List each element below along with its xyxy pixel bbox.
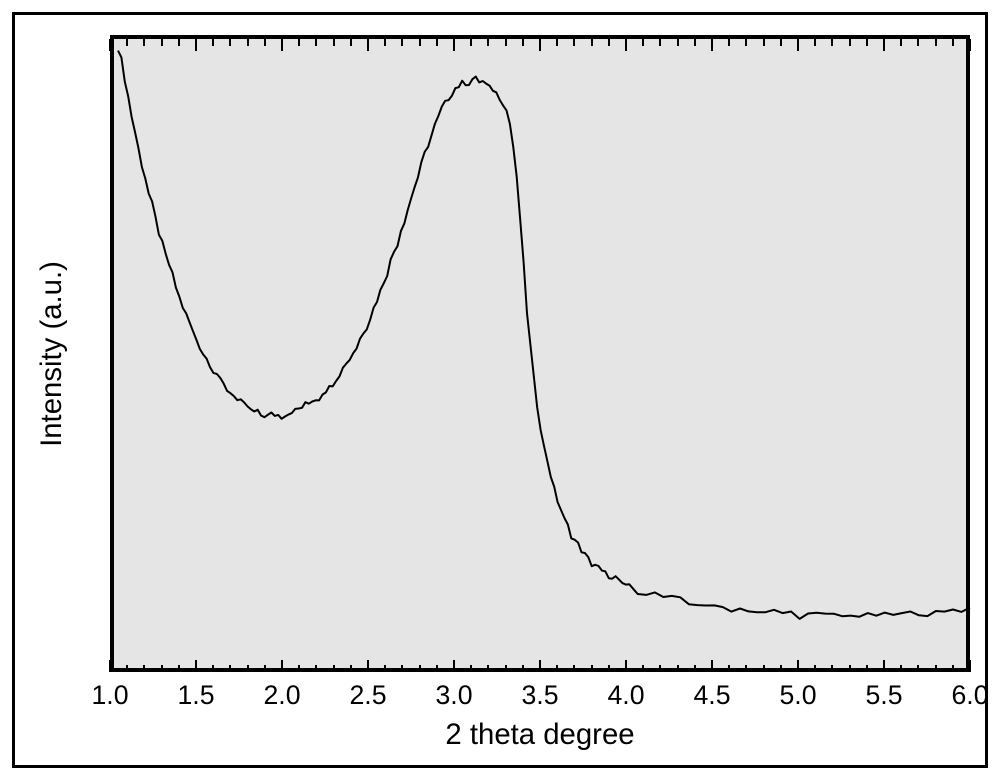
x-tick-label: 2.5 xyxy=(349,680,386,711)
x-tick-label: 4.5 xyxy=(693,680,730,711)
x-axis-label: 2 theta degree xyxy=(445,718,634,752)
x-tick xyxy=(109,39,111,51)
x-tick-label: 2.0 xyxy=(263,680,300,711)
intensity-curve xyxy=(118,51,970,619)
x-tick xyxy=(109,660,111,672)
x-tick-label: 4.0 xyxy=(607,680,644,711)
x-tick-label: 1.5 xyxy=(177,680,214,711)
xrd-curve xyxy=(114,39,974,676)
figure: 1.0 1.5 2.0 2.5 3.0 3.5 4.0 4.5 5.0 5.5 6.0 2 thet… xyxy=(0,0,1000,780)
x-tick-label: 3.5 xyxy=(521,680,558,711)
plot-area xyxy=(110,35,970,672)
x-tick-label: 6.0 xyxy=(951,680,988,711)
x-tick-label: 3.0 xyxy=(435,680,472,711)
y-axis-label: Intensity (a.u.) xyxy=(35,261,69,447)
x-tick-label: 1.0 xyxy=(91,680,128,711)
x-tick-label: 5.5 xyxy=(865,680,902,711)
x-tick-label: 5.0 xyxy=(779,680,816,711)
